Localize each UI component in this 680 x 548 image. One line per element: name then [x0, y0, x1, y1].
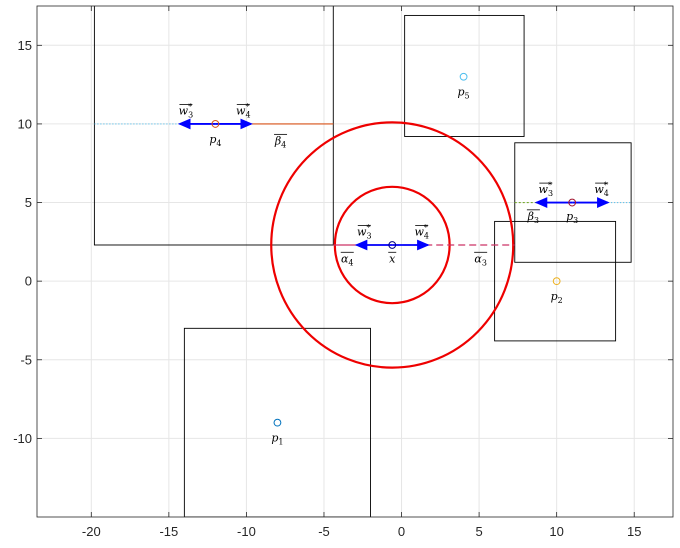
data-point: [211, 120, 220, 128]
y-tick-label: -5: [20, 352, 32, 367]
plot-background: [37, 6, 673, 517]
annotation-text: w* 3: [179, 102, 194, 119]
axes-frame: [36, 5, 674, 518]
x-tick-label: 15: [627, 524, 641, 539]
data-point: [568, 198, 577, 207]
annotation-label: w* 3: [179, 102, 194, 119]
box: [183, 327, 371, 517]
annotation-text: w* 3: [357, 224, 372, 241]
annotation-label: p4: [209, 133, 221, 148]
annotation-label: w* 4: [414, 224, 429, 241]
annotation-label: p1: [271, 432, 283, 447]
annotation-label: w* 3: [539, 181, 554, 198]
annotation-labels: w* 3 w* 4 β4 w* 3 w* 4 α4 x α3 w* 3 w* 4 β3 p3 p4 p5 p2 p1: [179, 86, 609, 447]
annotation-label: p3: [566, 210, 578, 225]
x-tick-label: -15: [159, 524, 178, 539]
axis-ticks: -20 -15 -10 -5 0 5 10 15 -10 -5 0 5 10 15: [13, 6, 673, 539]
annotation-label: w* 4: [594, 181, 609, 198]
annotation-label: w* 3: [357, 224, 372, 241]
x-tick-label: -5: [318, 524, 330, 539]
x-tick-label: -20: [82, 524, 101, 539]
x-tick-label: -10: [237, 524, 256, 539]
annotation-label: α3: [474, 251, 488, 267]
annotation-text: x: [389, 252, 396, 265]
annotation-text: β4: [274, 134, 286, 149]
annotation-text: p4: [209, 133, 221, 148]
annotation-text: p1: [271, 432, 283, 447]
annotation-text: p2: [551, 290, 563, 305]
data-point: [552, 277, 561, 286]
annotation-label: p2: [551, 290, 563, 305]
annotation-text: p3: [566, 210, 578, 225]
plot-content: [93, 6, 632, 517]
circle-boundary: [270, 121, 515, 369]
x-tick-label: 0: [398, 524, 405, 539]
annotation-label: w* 4: [236, 102, 251, 119]
annotation-text: w* 3: [539, 181, 554, 198]
x-tick-label: 10: [549, 524, 563, 539]
data-point: [388, 241, 397, 249]
box: [404, 14, 525, 137]
annotation-text: β3: [527, 210, 539, 225]
annotation-text: α4: [341, 252, 354, 267]
x-tick-label: 5: [475, 524, 482, 539]
annotation-text: w* 4: [594, 181, 609, 198]
y-tick-label: 5: [25, 195, 32, 210]
grid-lines: [37, 6, 673, 517]
box: [494, 220, 617, 342]
y-tick-label: 0: [25, 274, 32, 289]
annotation-label: β3: [527, 209, 540, 225]
annotation-label: α4: [340, 251, 354, 267]
y-tick-label: 15: [18, 38, 32, 53]
annotation-text: w* 4: [236, 102, 251, 119]
data-point: [459, 72, 468, 81]
annotation-text: w* 4: [414, 224, 429, 241]
annotation-text: α3: [474, 252, 487, 267]
annotation-label: x: [388, 251, 397, 265]
y-tick-label: 10: [18, 116, 32, 131]
data-point: [273, 418, 282, 427]
y-tick-label: -10: [13, 431, 32, 446]
annotation-label: p5: [458, 86, 470, 101]
annotation-label: β4: [274, 133, 288, 149]
annotation-text: p5: [458, 86, 470, 101]
